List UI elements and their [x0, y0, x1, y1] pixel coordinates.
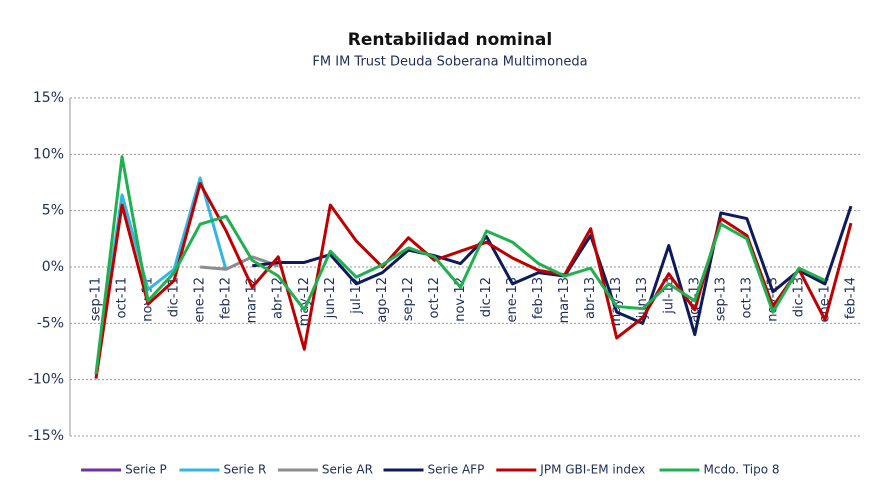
y-tick-label: 0% — [42, 259, 64, 275]
legend-label: JPM GBI-EM index — [539, 463, 645, 477]
x-tick-label: abr-13 — [583, 277, 598, 319]
x-tick-label: ago-12 — [375, 277, 390, 323]
series-line — [200, 255, 279, 271]
x-tick-label: sep-13 — [713, 277, 728, 321]
x-tick-label: mar-12 — [245, 277, 260, 323]
y-tick-label: 10% — [33, 146, 64, 162]
x-tick-label: feb-13 — [531, 277, 546, 319]
legend-label: Serie AFP — [428, 463, 485, 477]
x-tick-label: abr-12 — [271, 277, 286, 319]
x-tick-label: may-12 — [297, 277, 312, 326]
y-tick-label: -5% — [37, 315, 64, 331]
x-tick-label: dic-11 — [167, 277, 182, 317]
x-tick-label: feb-12 — [219, 277, 234, 319]
chart-subtitle: FM IM Trust Deuda Soberana Multimoneda — [312, 55, 587, 70]
y-tick-label: 15% — [33, 90, 64, 106]
y-tick-label: -15% — [28, 428, 64, 444]
x-tick-label: dic-13 — [791, 277, 806, 317]
x-tick-label: oct-13 — [739, 277, 754, 318]
x-tick-label: feb-14 — [844, 277, 859, 319]
y-tick-label: -10% — [28, 372, 64, 388]
chart-title: Rentabilidad nominal — [348, 30, 552, 50]
series-line — [94, 182, 853, 379]
legend-label: Serie P — [125, 463, 167, 477]
legend-label: Serie R — [224, 463, 267, 477]
legend-label: Mcdo. Tipo 8 — [704, 463, 780, 477]
x-tick-label: sep-12 — [401, 277, 416, 321]
x-tick-label: sep-11 — [89, 277, 104, 321]
series-line — [94, 155, 826, 375]
legend-label: Serie AR — [322, 463, 373, 477]
x-tick-label: dic-12 — [479, 277, 494, 317]
x-tick-label: ene-13 — [505, 277, 520, 322]
x-tick-label: nov-12 — [453, 277, 468, 322]
x-tick-label: jun-12 — [323, 277, 338, 319]
y-tick-label: 5% — [42, 203, 64, 219]
x-tick-label: oct-11 — [115, 277, 130, 318]
x-tick-label: mar-13 — [557, 277, 572, 323]
series-line — [252, 205, 853, 337]
x-tick-label: oct-12 — [427, 277, 442, 318]
x-tick-label: ene-12 — [193, 277, 208, 322]
x-tick-label: jun-13 — [635, 277, 650, 319]
x-tick-label: jul-12 — [349, 277, 364, 315]
